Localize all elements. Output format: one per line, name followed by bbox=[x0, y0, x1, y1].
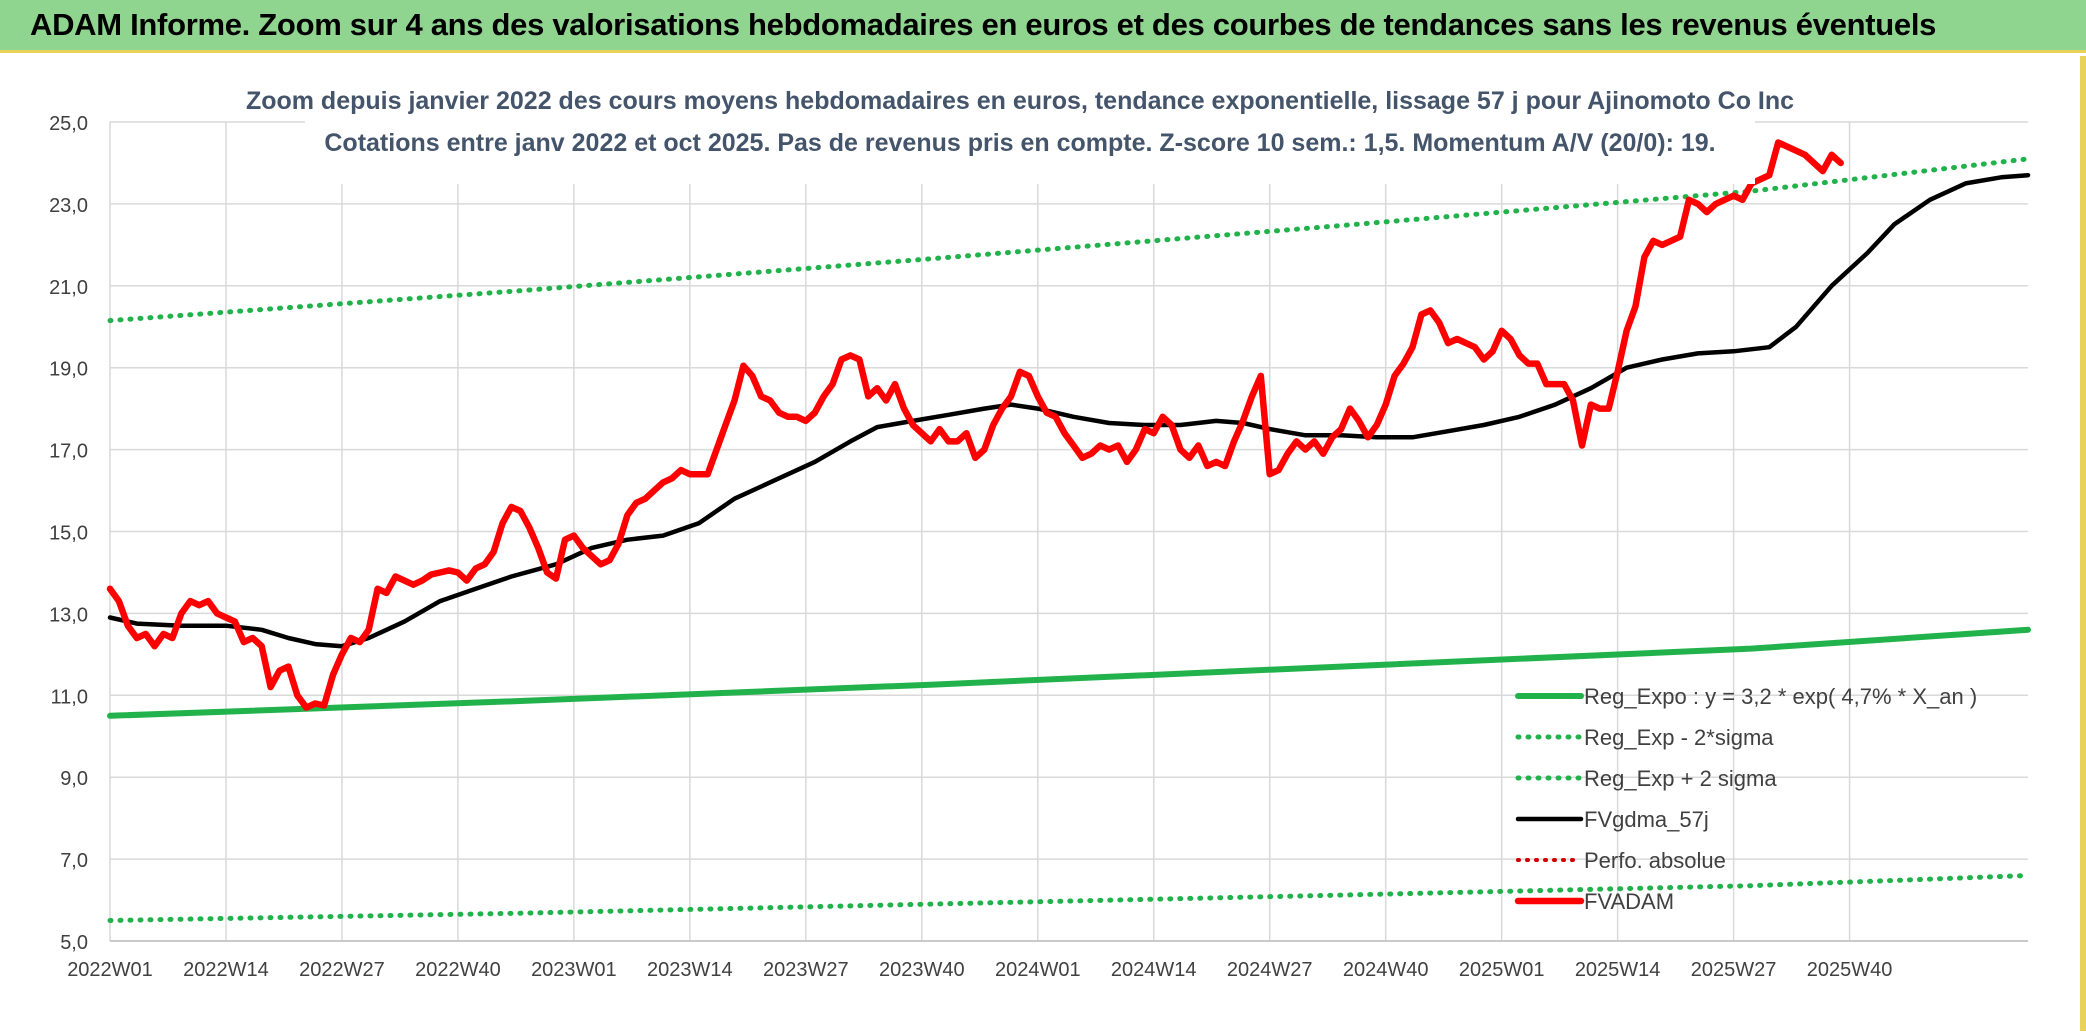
line-chart: 5,0 7,0 9,0 11,0 13,0 15,0 17,0 19,0 21,0 23,0 25,… bbox=[49, 74, 2031, 981]
x-tick-label: 2022W14 bbox=[183, 959, 269, 981]
y-tick-label: 23,0 bbox=[49, 195, 88, 217]
header-bar: ADAM Informe. Zoom sur 4 ans des valoris… bbox=[0, 0, 2086, 53]
legend-reg-minus-2sigma-label: Reg_Exp - 2*sigma bbox=[1584, 725, 1774, 750]
chart-area: 5,0 7,0 9,0 11,0 13,0 15,0 17,0 19,0 21,0 23,0 25,… bbox=[0, 56, 2086, 1031]
frame-edge bbox=[2080, 56, 2086, 1031]
y-tick-label: 11,0 bbox=[51, 686, 88, 708]
y-tick-label: 25,0 bbox=[49, 113, 88, 135]
y-tick-label: 21,0 bbox=[49, 277, 88, 299]
grid-lines bbox=[109, 121, 2028, 942]
x-tick-label: 2024W01 bbox=[995, 959, 1081, 981]
x-tick-label: 2025W40 bbox=[1807, 959, 1893, 981]
x-axis: 2022W01 2022W14 2022W27 2022W40 2023W01 2023W… bbox=[67, 940, 2028, 981]
title-backdrop bbox=[305, 74, 1755, 184]
x-tick-label: 2022W01 bbox=[67, 959, 153, 981]
legend-reg-expo-label: Reg_Expo : y = 3,2 * exp( 4,7% * X_an ) bbox=[1584, 684, 1977, 709]
fvadam-line bbox=[106, 139, 1844, 711]
y-tick-label: 5,0 bbox=[60, 932, 88, 954]
y-axis: 5,0 7,0 9,0 11,0 13,0 15,0 17,0 19,0 21,0 23,0 25,… bbox=[49, 113, 88, 954]
chart-subtitle: Cotations entre janv 2022 et oct 2025. P… bbox=[324, 129, 1715, 157]
chart-title: Zoom depuis janvier 2022 des cours moyen… bbox=[246, 87, 1794, 115]
reg-plus-2sigma-line bbox=[107, 156, 2031, 324]
x-tick-label: 2022W27 bbox=[299, 959, 385, 981]
x-tick-label: 2024W27 bbox=[1227, 959, 1313, 981]
x-tick-label: 2023W40 bbox=[879, 959, 965, 981]
reg-expo-line bbox=[107, 626, 2031, 719]
header-title: ADAM Informe. Zoom sur 4 ans des valoris… bbox=[30, 7, 1937, 42]
reg-minus-2sigma-line bbox=[107, 873, 2031, 923]
y-tick-label: 9,0 bbox=[60, 768, 88, 790]
legend: Reg_Expo : y = 3,2 * exp( 4,7% * X_an ) R… bbox=[1514, 684, 1977, 914]
y-tick-label: 19,0 bbox=[49, 359, 88, 381]
x-tick-label: 2025W01 bbox=[1459, 959, 1545, 981]
y-tick-label: 7,0 bbox=[60, 850, 88, 872]
x-tick-label: 2024W14 bbox=[1111, 959, 1197, 981]
x-tick-label: 2023W27 bbox=[763, 959, 849, 981]
fvgdma-57j-line bbox=[107, 172, 2031, 649]
y-tick-label: 15,0 bbox=[49, 523, 88, 545]
series-lines bbox=[106, 139, 2031, 923]
legend-reg-plus-2sigma-label: Reg_Exp + 2 sigma bbox=[1584, 766, 1777, 791]
x-tick-label: 2023W14 bbox=[647, 959, 733, 981]
y-tick-label: 17,0 bbox=[49, 441, 88, 463]
x-tick-label: 2025W27 bbox=[1691, 959, 1777, 981]
x-tick-label: 2025W14 bbox=[1575, 959, 1661, 981]
y-tick-label: 13,0 bbox=[49, 604, 88, 626]
x-tick-label: 2024W40 bbox=[1343, 959, 1429, 981]
legend-fvgdma-57j-label: FVgdma_57j bbox=[1584, 807, 1709, 832]
x-tick-label: 2023W01 bbox=[531, 959, 617, 981]
legend-fvadam-label: FVADAM bbox=[1584, 889, 1674, 914]
legend-perfo-absolue-label: Perfo. absolue bbox=[1584, 848, 1726, 873]
x-tick-label: 2022W40 bbox=[415, 959, 501, 981]
